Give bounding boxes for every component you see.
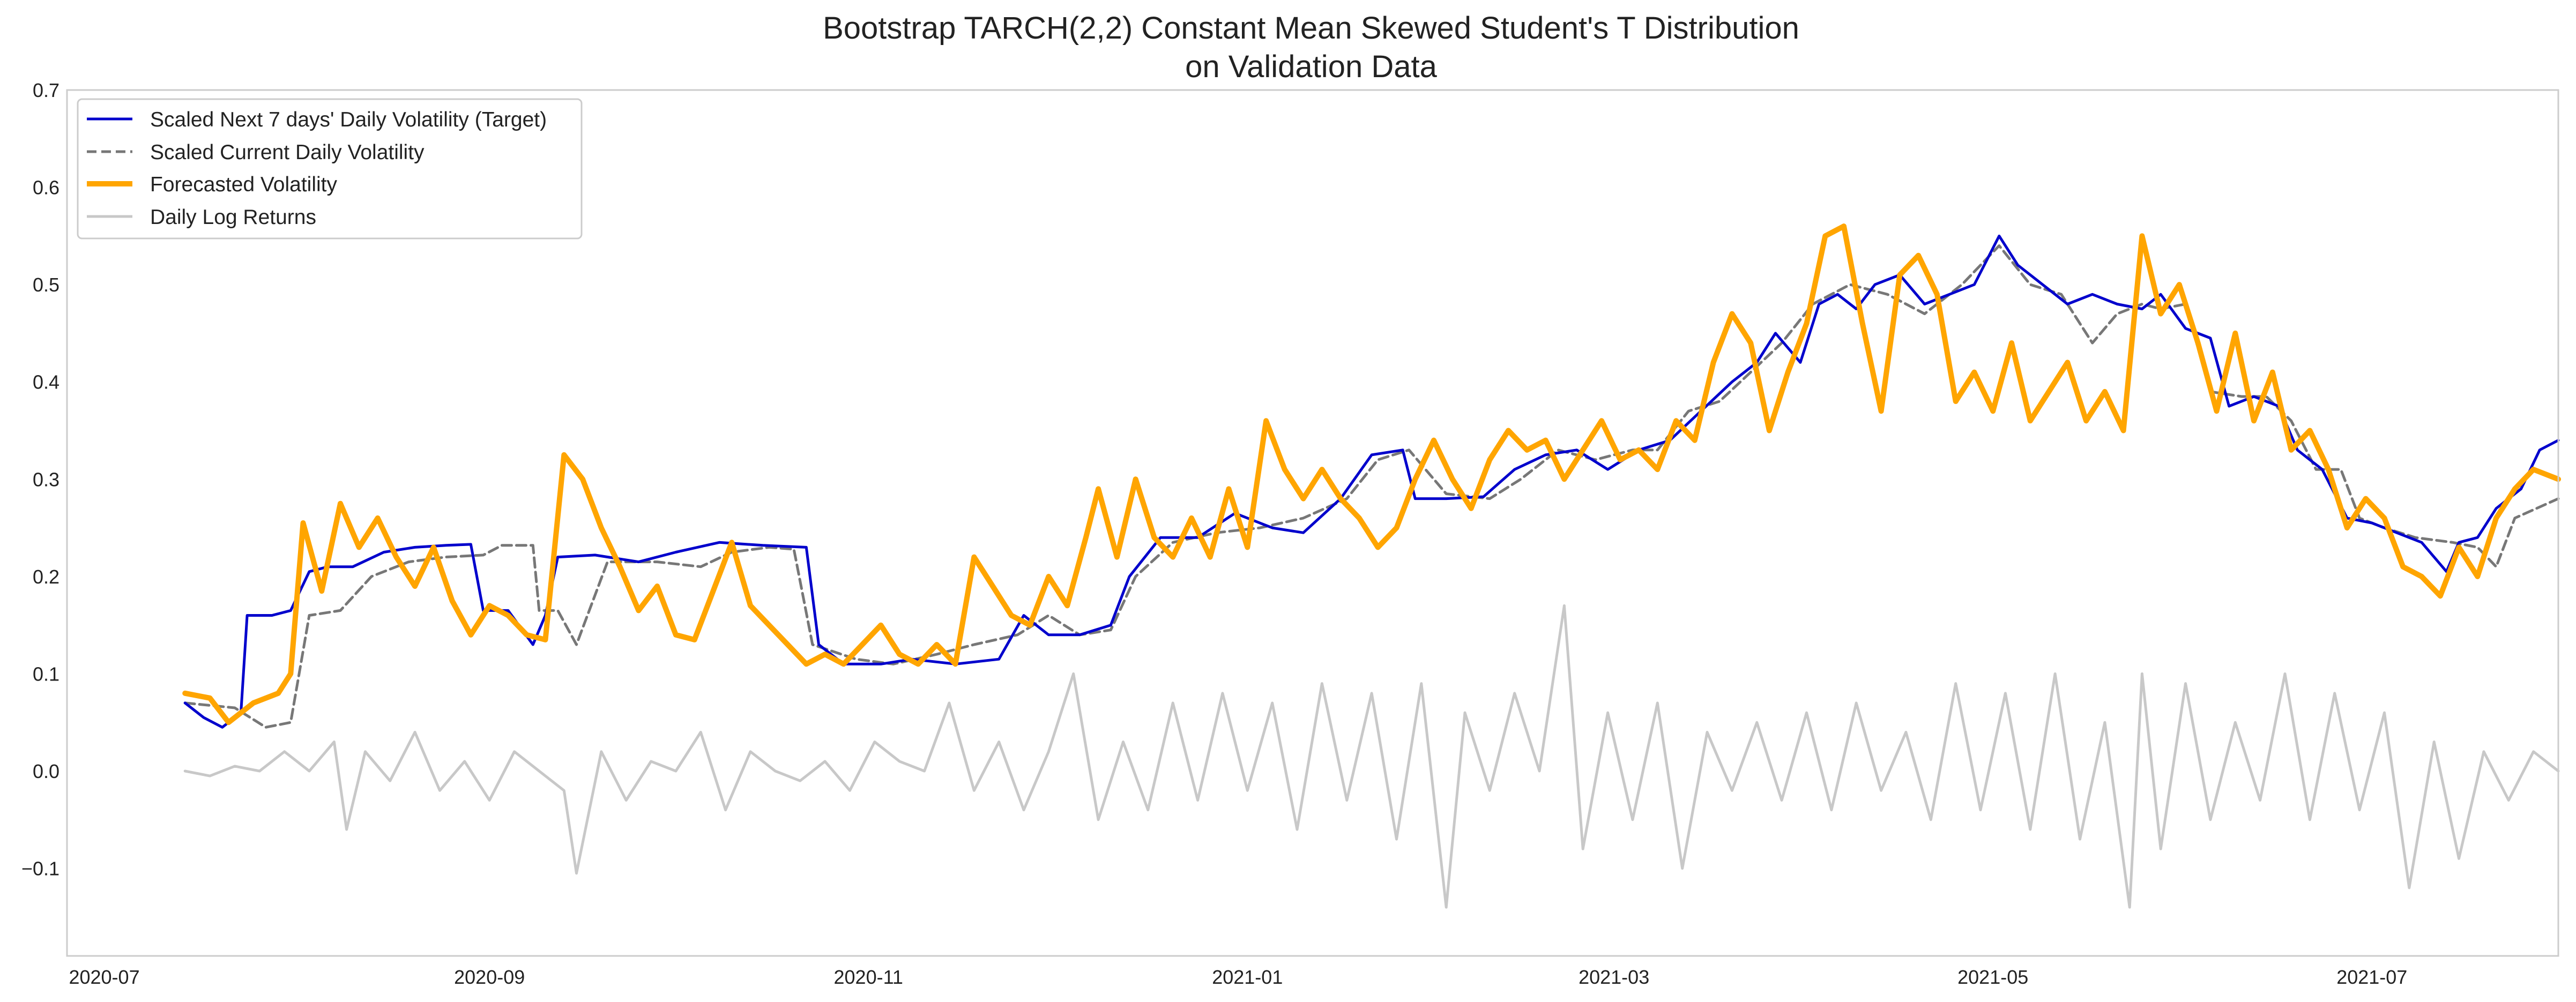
series-layer <box>182 223 2561 909</box>
x-tick-label: 2020-11 <box>834 966 903 988</box>
legend-frame <box>77 98 583 240</box>
legend-label-forecast: Forecasted Volatility <box>150 173 338 196</box>
y-tick-label: 0.1 <box>33 663 59 685</box>
y-tick-label: 0.0 <box>33 760 59 782</box>
y-tick-label: 0.5 <box>33 274 59 296</box>
y-tick-label: 0.7 <box>33 79 59 101</box>
series-line-returns <box>183 604 2560 909</box>
legend-label-returns: Daily Log Returns <box>150 206 316 229</box>
x-tick-label: 2020-09 <box>454 966 525 988</box>
y-tick-label: 0.6 <box>33 177 59 199</box>
legend-label-target: Scaled Next 7 days' Daily Volatility (Ta… <box>150 108 547 131</box>
x-axis: 2020-07 2020-09 2020-11 2021-01 2021-03 2021-… <box>69 966 2407 988</box>
plot-area-frame <box>66 89 2559 957</box>
x-tick-label: 2020-07 <box>69 966 139 988</box>
x-tick-label: 2021-05 <box>1957 966 2028 988</box>
series-line-forecast <box>182 223 2561 726</box>
y-tick-label: 0.4 <box>33 371 59 393</box>
x-tick-label: 2021-07 <box>2336 966 2407 988</box>
y-axis: −0.1 0.0 0.1 0.2 0.3 0.4 0.5 0.6 0.7 <box>21 79 59 880</box>
chart-title-line-2: on Validation Data <box>1185 49 1437 84</box>
y-tick-label: 0.3 <box>33 468 59 490</box>
y-tick-label: −0.1 <box>21 858 59 880</box>
y-tick-label: 0.2 <box>33 566 59 588</box>
legend-label-current: Scaled Current Daily Volatility <box>150 141 425 164</box>
x-tick-label: 2021-03 <box>1579 966 1649 988</box>
chart-legend: Scaled Next 7 days' Daily Volatility (Ta… <box>77 98 583 240</box>
chart-title-line-1: Bootstrap TARCH(2,2) Constant Mean Skewe… <box>823 11 1799 46</box>
x-tick-label: 2021-01 <box>1212 966 1283 988</box>
